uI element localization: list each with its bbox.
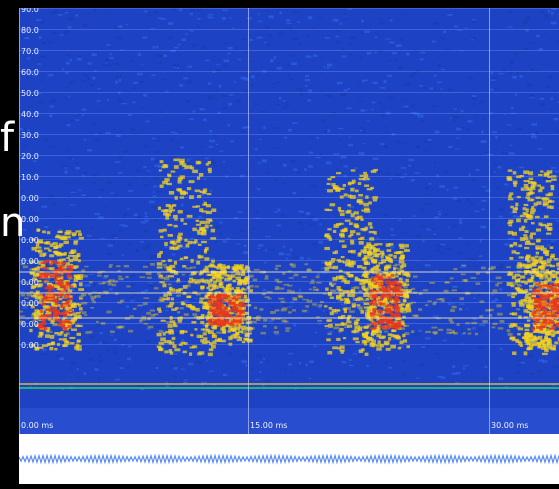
frequency-tick-label: 60.0 bbox=[21, 68, 39, 77]
frequency-tick-label: 0.00 bbox=[21, 278, 39, 287]
frequency-tick-label: 10.0 bbox=[21, 173, 39, 182]
time-tick-label: 30.00 ms bbox=[491, 421, 528, 430]
frequency-tick-label: 50.0 bbox=[21, 89, 39, 98]
waveform-canvas bbox=[19, 434, 559, 484]
frequency-tick-label: 40.0 bbox=[21, 110, 39, 119]
time-tick-label: 15.00 ms bbox=[250, 421, 287, 430]
overlay-text-2: n bbox=[0, 203, 25, 243]
spectrogram-canvas bbox=[19, 8, 559, 434]
frequency-tick-label: 0.00 bbox=[21, 299, 39, 308]
frequency-tick-label: 80.0 bbox=[21, 26, 39, 35]
time-tick-label: 0.00 ms bbox=[21, 421, 53, 430]
frequency-tick-label: 30.0 bbox=[21, 131, 39, 140]
top-edge bbox=[0, 0, 559, 8]
frequency-tick-label: 20.0 bbox=[21, 152, 39, 161]
frequency-tick-label: 90.0 bbox=[21, 8, 39, 14]
frequency-tick-label: 0.00 bbox=[21, 257, 39, 266]
frequency-tick-label: 70.0 bbox=[21, 47, 39, 56]
waveform-view[interactable] bbox=[19, 434, 559, 484]
spectrogram-view[interactable]: 90.0 80.0 70.0 60.0 50.0 40.0 30.0 20.0 10.0 0.00… bbox=[19, 8, 559, 434]
frequency-tick-label: 0.00 bbox=[21, 320, 39, 329]
overlay-text-1: f bbox=[0, 118, 14, 158]
waveform-trace bbox=[19, 456, 559, 463]
frequency-tick-label: 0.00 bbox=[21, 341, 39, 350]
